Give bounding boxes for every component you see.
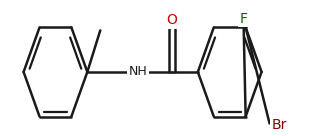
Text: O: O (167, 13, 177, 27)
Text: F: F (240, 12, 248, 26)
Text: NH: NH (129, 65, 148, 78)
Text: Br: Br (272, 118, 287, 132)
